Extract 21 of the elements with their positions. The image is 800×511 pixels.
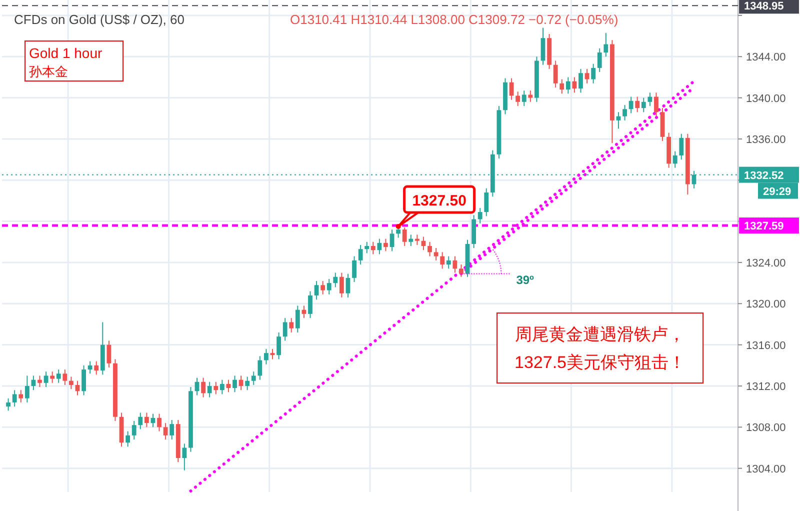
y-tick-label: 1320.00 — [746, 298, 786, 311]
y-tick-label: 1336.00 — [746, 134, 786, 146]
text: CFDs on Gold (US$ / OZ), 60 — [14, 12, 184, 27]
annotation: 周尾黄金遭遇滑铁卢， — [515, 325, 685, 344]
y-tick-label: 1324.00 — [746, 257, 786, 270]
text: O1310.41 H1310.44 L1308.00 C1309.72 −0.72 (−0.05%) — [290, 12, 618, 27]
y-tick-label: 1308.00 — [746, 422, 786, 434]
y-tick-label: 1304.00 — [746, 463, 786, 476]
annotation: 1327.5美元保守狙击！ — [514, 353, 686, 372]
ref-line-label: 1327.59 — [744, 220, 784, 233]
y-tick-label: 1312.00 — [746, 380, 786, 393]
y-tick-label: 1316.00 — [746, 340, 786, 352]
annotation: 1327.50 — [412, 192, 466, 210]
annotation: 孙本金 — [29, 64, 68, 79]
ref-line-label: 1348.95 — [744, 0, 784, 13]
y-tick-label: 1344.00 — [746, 52, 786, 64]
annotation: 39º — [516, 272, 535, 287]
ref-line-label: 1332.52 — [744, 170, 784, 182]
y-tick-label: 1340.00 — [746, 92, 786, 105]
text: 29:29 — [763, 186, 792, 198]
annotation: Gold 1 hour — [29, 45, 102, 61]
